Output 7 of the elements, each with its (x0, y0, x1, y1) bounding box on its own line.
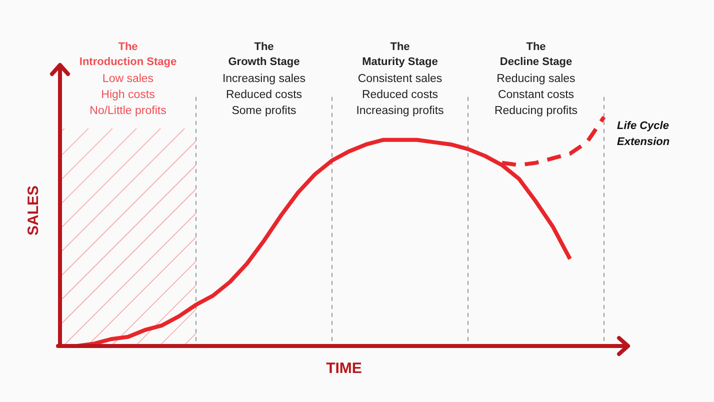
annotation: The Decline Stage Reducing sales Constant costs Reducing profits (494, 41, 578, 117)
y-axis-title: SALES (25, 185, 42, 236)
x-axis-title: TIME (326, 360, 362, 377)
annotation: The Introduction Stage Low sales High costs No/Little profits (79, 41, 177, 117)
annotation: The Growth Stage Increasing sales Reduced costs Some profits (222, 41, 306, 117)
annotation: The Maturity Stage Consistent sales Reduced costs Increasing profits (356, 41, 444, 117)
series-label: Life Cycle Extension (617, 120, 670, 148)
